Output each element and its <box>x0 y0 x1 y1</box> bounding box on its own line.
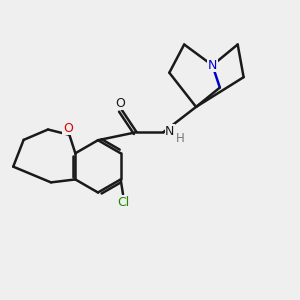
Text: N: N <box>165 125 175 138</box>
Text: O: O <box>63 122 73 135</box>
Text: O: O <box>115 97 125 110</box>
Text: N: N <box>208 59 217 72</box>
Text: Cl: Cl <box>118 196 130 209</box>
Text: H: H <box>176 132 184 145</box>
